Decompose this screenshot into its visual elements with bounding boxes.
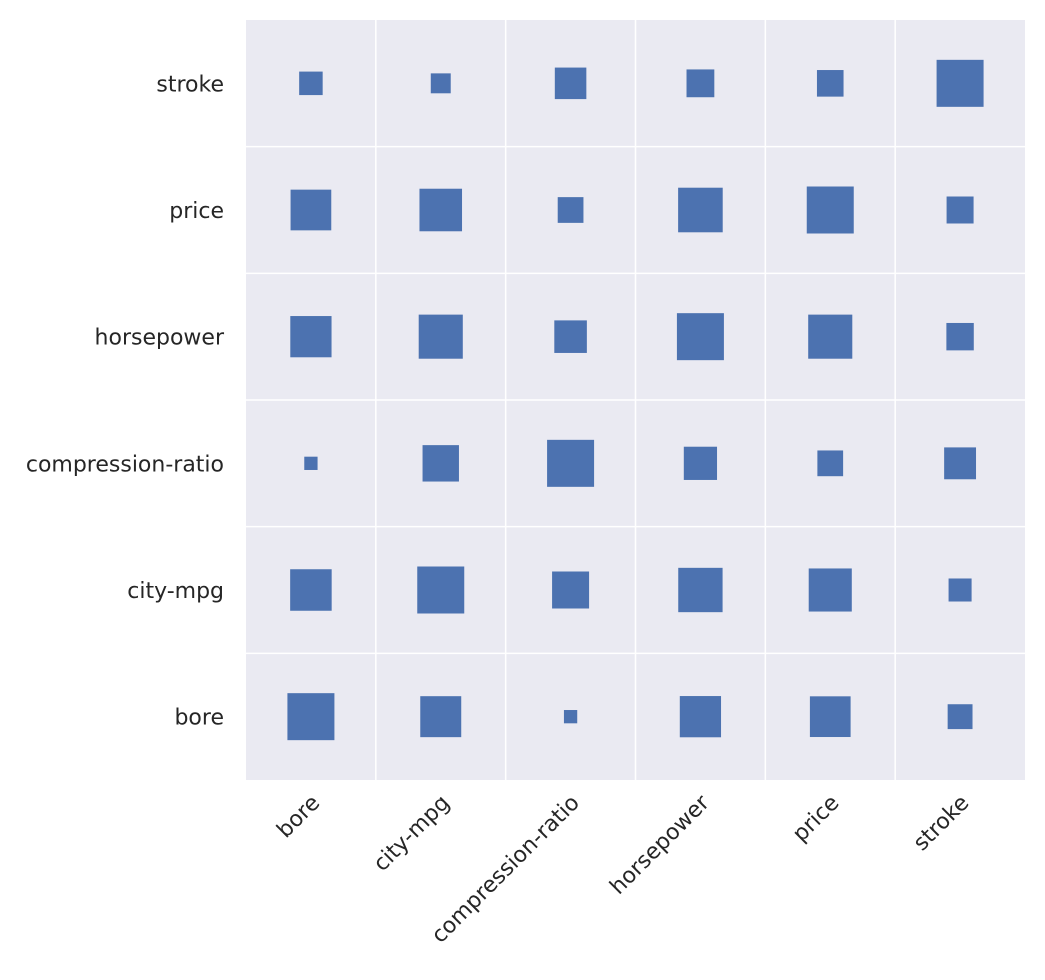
marker-price-bore [290,189,332,231]
marker-price-compression-ratio [557,197,584,223]
marker-horsepower-stroke [946,322,974,351]
marker-compression-ratio-city-mpg [422,445,459,482]
marker-city-mpg-city-mpg [417,566,465,614]
marker-city-mpg-compression-ratio [552,571,590,609]
marker-horsepower-price [808,314,853,359]
y-tick-label-horsepower: horsepower [95,326,225,351]
marker-price-price [806,186,854,234]
marker-price-stroke [946,196,974,224]
marker-city-mpg-stroke [948,578,972,602]
y-tick-label-city-mpg: city-mpg [127,579,224,604]
marker-stroke-bore [299,71,323,96]
marker-stroke-city-mpg [430,73,451,94]
marker-horsepower-bore [290,316,332,358]
marker-compression-ratio-bore [304,456,318,470]
marker-price-horsepower [678,187,723,233]
marker-compression-ratio-horsepower [683,446,718,480]
y-tick-label-compression-ratio: compression-ratio [26,452,224,477]
plot-area [246,20,1025,780]
marker-bore-stroke [947,704,973,730]
marker-stroke-price [816,70,844,97]
marker-city-mpg-bore [290,569,332,611]
marker-compression-ratio-stroke [944,447,977,480]
y-axis-tick-labels: stroke price horsepower compression-ratio ci… [26,72,225,730]
marker-compression-ratio-compression-ratio [547,439,595,487]
x-tick-label-price: price [788,791,844,847]
marker-horsepower-city-mpg [418,314,463,359]
marker-stroke-stroke [936,59,984,107]
marker-bore-bore [287,693,335,741]
marker-price-city-mpg [419,188,463,232]
marker-city-mpg-horsepower [678,567,723,613]
x-tick-label-stroke: stroke [909,791,974,856]
y-tick-label-price: price [169,199,224,224]
x-tick-label-horsepower: horsepower [605,790,715,900]
marker-compression-ratio-price [817,450,844,477]
markers [287,59,984,741]
x-tick-label-compression-ratio: compression-ratio [427,791,585,949]
x-tick-label-city-mpg: city-mpg [369,791,455,877]
y-tick-label-bore: bore [174,706,224,731]
marker-bore-price [809,696,851,738]
marker-bore-city-mpg [420,696,462,738]
marker-city-mpg-price [808,568,852,612]
marker-stroke-horsepower [686,69,715,98]
marker-horsepower-horsepower [676,313,724,361]
marker-stroke-compression-ratio [554,67,587,100]
marker-horsepower-compression-ratio [554,320,587,353]
marker-bore-compression-ratio [563,710,578,724]
marker-bore-horsepower [679,696,722,738]
x-tick-label-bore: bore [272,791,325,844]
y-tick-label-stroke: stroke [156,72,224,97]
